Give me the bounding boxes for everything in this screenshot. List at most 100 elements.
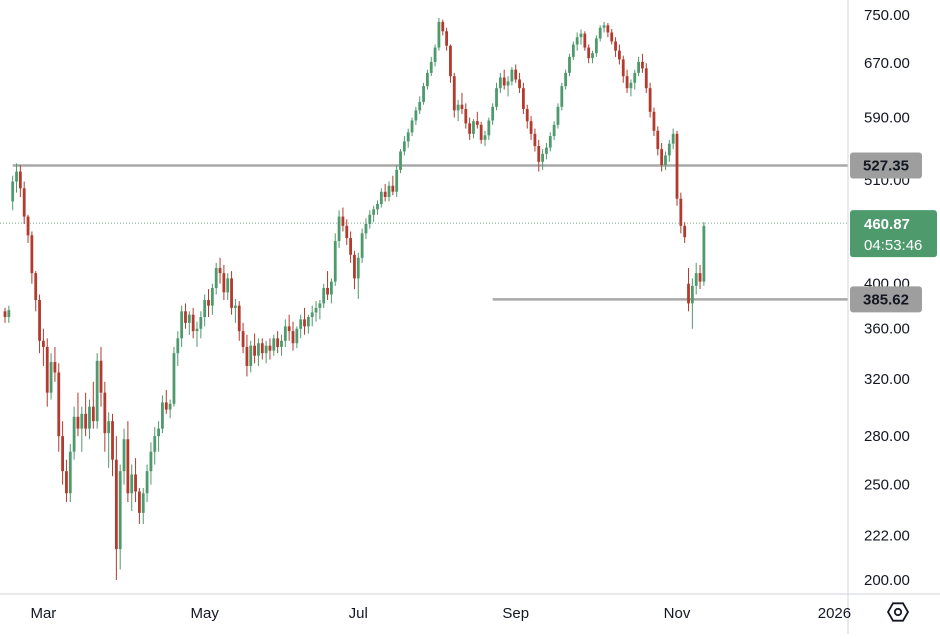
candle — [295, 326, 299, 349]
candle — [176, 331, 180, 366]
candle — [498, 72, 502, 93]
candle — [410, 117, 414, 137]
candle-body — [176, 338, 180, 354]
candle — [57, 363, 61, 452]
candle-body — [107, 421, 111, 434]
candle — [406, 128, 410, 148]
candle — [456, 99, 460, 122]
candle — [395, 165, 399, 197]
candle-body — [518, 79, 521, 89]
y-tick-label: 320.00 — [864, 371, 910, 388]
candle-body — [249, 345, 253, 366]
candle-body — [652, 111, 656, 131]
candle-body — [349, 238, 352, 255]
price-axis[interactable]: 750.00670.00590.00510.00400.00360.00320.… — [864, 7, 910, 589]
candle — [95, 353, 99, 429]
candle — [633, 69, 637, 90]
candle-body — [667, 143, 671, 156]
candle-body — [464, 108, 468, 124]
candle — [698, 264, 702, 290]
candle-body — [15, 171, 18, 182]
candle-body — [602, 25, 606, 28]
candle-body — [195, 328, 199, 332]
candle-body — [260, 343, 264, 354]
candle — [34, 271, 38, 312]
candle — [303, 307, 306, 335]
candle — [138, 488, 141, 524]
candle — [441, 19, 445, 36]
candle-body — [226, 278, 230, 293]
candle-body — [276, 338, 280, 347]
candle — [272, 334, 276, 356]
candle — [191, 307, 195, 339]
gear-hexagon-icon[interactable] — [886, 602, 910, 622]
candle-body — [310, 312, 314, 318]
candle-body — [333, 241, 337, 282]
candle — [230, 271, 233, 315]
candle — [614, 37, 617, 57]
candle — [525, 104, 529, 129]
candle — [656, 126, 660, 156]
candle — [134, 458, 137, 503]
candle-body — [556, 106, 560, 125]
candle — [571, 41, 575, 61]
candle-body — [656, 130, 660, 150]
candle-body — [498, 77, 502, 89]
candle — [475, 111, 479, 129]
candle-body — [199, 317, 203, 329]
candle-body — [660, 149, 664, 166]
candle-body — [406, 132, 410, 142]
candle-body — [579, 33, 583, 38]
candle — [280, 334, 283, 356]
candle-body — [38, 300, 41, 341]
candle — [7, 305, 11, 323]
candle — [345, 219, 349, 245]
candle-body — [487, 120, 491, 136]
candle — [207, 289, 210, 318]
chart-settings-button[interactable] — [886, 602, 910, 622]
candle — [172, 346, 176, 407]
candle-body — [529, 121, 533, 134]
time-axis[interactable]: Mar May Jul Sep Nov 2026 — [30, 605, 851, 622]
candle — [591, 50, 594, 64]
candle — [683, 222, 687, 243]
candle-body — [456, 104, 460, 111]
y-tick-label: 250.00 — [864, 477, 910, 494]
candle-body — [618, 50, 621, 60]
candle — [26, 214, 30, 243]
candle-body — [191, 314, 195, 332]
candle — [364, 218, 368, 240]
candle-body — [644, 68, 648, 89]
candle-body — [694, 273, 698, 286]
candle-body — [184, 311, 187, 323]
y-tick-label: 670.00 — [864, 55, 910, 72]
y-tick-label: 222.00 — [864, 527, 910, 544]
candle-body — [237, 305, 241, 332]
candle — [560, 82, 564, 111]
candle — [306, 314, 310, 334]
candle — [621, 55, 625, 83]
candle — [61, 421, 64, 485]
candle-body — [541, 153, 544, 162]
candle-body — [180, 311, 184, 339]
candle — [199, 311, 203, 339]
candle-body — [452, 76, 456, 111]
candle-body — [614, 41, 617, 51]
candle — [157, 421, 160, 452]
candle — [337, 210, 341, 248]
candle — [533, 128, 537, 152]
candle-body — [564, 72, 568, 87]
candle-body — [141, 493, 145, 513]
candle-body — [568, 56, 571, 73]
candle-body — [210, 288, 214, 306]
candle-body — [322, 288, 326, 304]
candle-body — [675, 133, 679, 199]
candle — [433, 44, 437, 67]
x-tick-label: Nov — [664, 605, 691, 622]
candle-body — [356, 257, 360, 279]
candle — [291, 321, 295, 351]
candle — [510, 67, 514, 86]
candle-body — [126, 439, 130, 494]
